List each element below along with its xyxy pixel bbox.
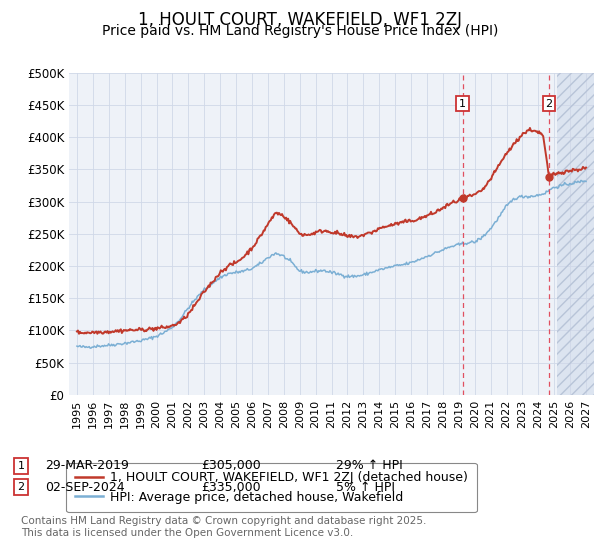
Text: 29-MAR-2019: 29-MAR-2019: [45, 459, 129, 473]
Bar: [557, 73, 594, 395]
Legend: 1, HOULT COURT, WAKEFIELD, WF1 2ZJ (detached house), HPI: Average price, detache: 1, HOULT COURT, WAKEFIELD, WF1 2ZJ (deta…: [67, 463, 477, 512]
Text: 2: 2: [17, 482, 25, 492]
Text: £305,000: £305,000: [201, 459, 261, 473]
Text: 02-SEP-2024: 02-SEP-2024: [45, 480, 125, 494]
Text: 1: 1: [17, 461, 25, 471]
Bar: [557, 73, 594, 395]
Text: 29% ↑ HPI: 29% ↑ HPI: [336, 459, 403, 473]
Text: Contains HM Land Registry data © Crown copyright and database right 2025.
This d: Contains HM Land Registry data © Crown c…: [21, 516, 427, 538]
Text: 1, HOULT COURT, WAKEFIELD, WF1 2ZJ: 1, HOULT COURT, WAKEFIELD, WF1 2ZJ: [138, 11, 462, 29]
Text: 2: 2: [545, 99, 553, 109]
Text: 1: 1: [459, 99, 466, 109]
Text: £335,000: £335,000: [201, 480, 260, 494]
Text: Price paid vs. HM Land Registry's House Price Index (HPI): Price paid vs. HM Land Registry's House …: [102, 24, 498, 38]
Text: 5% ↑ HPI: 5% ↑ HPI: [336, 480, 395, 494]
